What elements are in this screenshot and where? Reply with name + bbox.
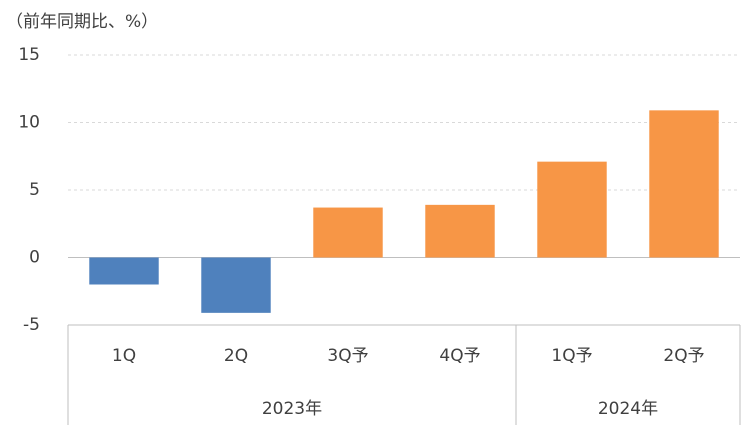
- y-tick-label: -5: [23, 315, 40, 335]
- x-tick-label: 4Q予: [439, 346, 480, 366]
- y-tick-label: 10: [18, 113, 40, 133]
- x-tick-label: 2Q予: [663, 346, 704, 366]
- x-tick-label: 2Q: [224, 346, 248, 366]
- x-tick-label: 3Q予: [327, 346, 368, 366]
- bar: [425, 204, 495, 258]
- bar: [313, 207, 383, 258]
- bar: [649, 110, 719, 258]
- x-group-label: 2023年: [262, 399, 322, 419]
- x-tick-label: 1Q予: [551, 346, 592, 366]
- y-tick-label: 0: [29, 248, 40, 268]
- bar: [537, 161, 607, 258]
- y-tick-label: 15: [18, 45, 40, 65]
- bar: [89, 257, 159, 285]
- x-tick-label: 1Q: [112, 346, 136, 366]
- chart-title: （前年同期比、%）: [6, 12, 158, 32]
- x-group-label: 2024年: [598, 399, 658, 419]
- bar: [201, 257, 271, 313]
- y-tick-label: 5: [29, 180, 40, 200]
